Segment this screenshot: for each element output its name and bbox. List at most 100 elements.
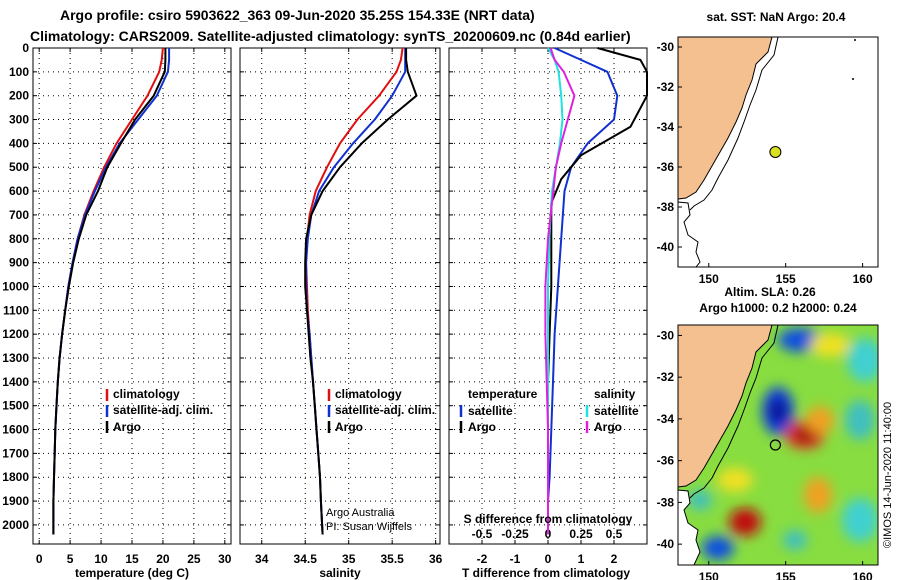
x-tick-label: 35 bbox=[342, 552, 356, 566]
legend-temperature-title: temperature bbox=[468, 387, 538, 401]
y-tick-label: 1800 bbox=[2, 470, 29, 484]
y-tick-label: 600 bbox=[9, 184, 29, 198]
s-difference-label: S difference from climatology bbox=[464, 512, 633, 526]
difference-legend-salinity: salinity satellite Argo bbox=[585, 387, 639, 434]
sst-map-title: sat. SST: NaN Argo: 20.4 bbox=[707, 10, 846, 24]
sla-map-frame bbox=[677, 324, 879, 566]
annotation-argo-australia: Argo Australia bbox=[326, 507, 395, 519]
legend-satellite-label: satellite-adj. clim. bbox=[335, 403, 435, 417]
map-y-tick-label: -30 bbox=[657, 328, 675, 342]
x-tick-label: 0 bbox=[545, 552, 552, 566]
sla-blob bbox=[810, 333, 850, 357]
y-tick-label: 0 bbox=[22, 41, 29, 55]
sst-map-island bbox=[854, 39, 856, 41]
legend-climatology-label: climatology bbox=[335, 387, 402, 401]
salinity-panel: 34 34.5 35 35.5 36 climatology satellite-adj… bbox=[239, 47, 443, 580]
x-tick-label: 0 bbox=[36, 552, 43, 566]
y-tick-label: 1200 bbox=[2, 327, 29, 341]
figure-title-line2: Climatology: CARS2009. Satellite-adjuste… bbox=[30, 28, 631, 44]
sla-map-panel: Altim. SLA: 0.26 Argo h1000: 0.2 h2000: … bbox=[657, 285, 879, 580]
legend-climatology-label: climatology bbox=[113, 387, 180, 401]
sla-blob bbox=[717, 468, 753, 492]
map-x-tick-label: 155 bbox=[776, 272, 796, 286]
x-tick-label: 25 bbox=[187, 552, 201, 566]
legend-argo-label: Argo bbox=[335, 420, 363, 434]
sla-blob bbox=[702, 536, 734, 560]
y-tick-label: 1500 bbox=[2, 399, 29, 413]
sst-map-isobath bbox=[689, 36, 779, 211]
legend-t-argo-label: Argo bbox=[468, 420, 496, 434]
sla-blob bbox=[804, 477, 832, 513]
difference-panel: -2 -1 0 1 2 -0.5 -0.25 0 0.25 0.5 temperature sa… bbox=[448, 47, 648, 580]
s-tick-label: 0.25 bbox=[569, 527, 593, 541]
y-tick-label: 2000 bbox=[2, 518, 29, 532]
x-tick-label: 15 bbox=[125, 552, 139, 566]
temperature-xlabel: temperature (deg C) bbox=[75, 566, 189, 580]
t-difference-xlabel: T difference from climatology bbox=[462, 566, 630, 580]
series-temperature-satellite-line bbox=[547, 47, 619, 535]
legend-s-argo-label: Argo bbox=[594, 420, 622, 434]
x-tick-label: 30 bbox=[218, 552, 232, 566]
sst-map-island bbox=[852, 78, 854, 80]
figure-title-line1: Argo profile: csiro 5903622_363 09-Jun-2… bbox=[60, 7, 535, 23]
map-y-tick-label: -36 bbox=[657, 454, 675, 468]
sla-field bbox=[678, 325, 878, 565]
x-tick-label: -1 bbox=[510, 552, 521, 566]
sst-map-land bbox=[677, 36, 773, 200]
s-tick-label: -0.5 bbox=[472, 527, 493, 541]
y-tick-label: 1700 bbox=[2, 446, 29, 460]
map-y-tick-label: -34 bbox=[657, 120, 675, 134]
map-y-tick-label: -40 bbox=[657, 537, 675, 551]
sla-blob bbox=[783, 530, 807, 550]
map-y-tick-label: -32 bbox=[657, 370, 675, 384]
map-y-tick-label: -38 bbox=[657, 495, 675, 509]
temperature-axes-frame bbox=[32, 47, 232, 545]
legend-salinity-title: salinity bbox=[594, 387, 636, 401]
legend-argo-label: Argo bbox=[113, 420, 141, 434]
map-x-tick-label: 150 bbox=[699, 272, 719, 286]
x-tick-label: 36 bbox=[429, 552, 443, 566]
s-tick-label: -0.25 bbox=[501, 527, 529, 541]
map-x-tick-label: 155 bbox=[776, 570, 796, 580]
sla-blob bbox=[729, 508, 761, 536]
series-argo-line bbox=[52, 48, 167, 535]
map-y-tick-label: -36 bbox=[657, 160, 675, 174]
sst-map-panel: sat. SST: NaN Argo: 20.4 150 155 160 -30 -32… bbox=[657, 10, 879, 286]
map-y-tick-label: -40 bbox=[657, 240, 675, 254]
map-x-tick-label: 160 bbox=[853, 272, 873, 286]
legend-s-satellite-label: satellite bbox=[594, 404, 639, 418]
y-tick-label: 400 bbox=[9, 136, 29, 150]
annotation-pi: PI: Susan Wijffels bbox=[326, 521, 412, 533]
x-tick-label: 2 bbox=[611, 552, 618, 566]
sla-map-title-line1: Altim. SLA: 0.26 bbox=[724, 285, 816, 299]
y-tick-label: 1300 bbox=[2, 351, 29, 365]
salinity-xlabel: salinity bbox=[319, 566, 361, 580]
sla-map-argo-marker bbox=[769, 439, 781, 451]
sla-blob bbox=[845, 400, 875, 440]
sla-blob bbox=[842, 498, 878, 542]
y-tick-label: 1000 bbox=[2, 279, 29, 293]
map-x-tick-label: 160 bbox=[853, 570, 873, 580]
sla-map-title-line2: Argo h1000: 0.2 h2000: 0.24 bbox=[699, 301, 857, 315]
temperature-legend: climatology satellite-adj. clim. Argo bbox=[105, 387, 213, 434]
x-tick-label: 34 bbox=[255, 552, 269, 566]
series-salinity-argo-line bbox=[544, 47, 576, 535]
sla-map-isobath bbox=[689, 325, 779, 499]
x-tick-label: 10 bbox=[94, 552, 108, 566]
salinity-axes-frame bbox=[239, 47, 441, 545]
y-tick-label: 1400 bbox=[2, 375, 29, 389]
sst-map-frame bbox=[677, 36, 879, 268]
salinity-legend: climatology satellite-adj. clim. Argo bbox=[327, 387, 435, 434]
sla-blob bbox=[795, 428, 815, 442]
x-tick-label: 35.5 bbox=[380, 552, 404, 566]
series-argo-line bbox=[304, 48, 418, 535]
sla-blob bbox=[806, 406, 834, 434]
y-tick-label: 700 bbox=[9, 208, 29, 222]
x-tick-label: -2 bbox=[477, 552, 488, 566]
x-tick-label: 1 bbox=[578, 552, 585, 566]
sla-map-land bbox=[678, 325, 773, 488]
map-y-tick-label: -38 bbox=[657, 200, 675, 214]
y-tick-label: 200 bbox=[9, 89, 29, 103]
x-tick-label: 5 bbox=[67, 552, 74, 566]
